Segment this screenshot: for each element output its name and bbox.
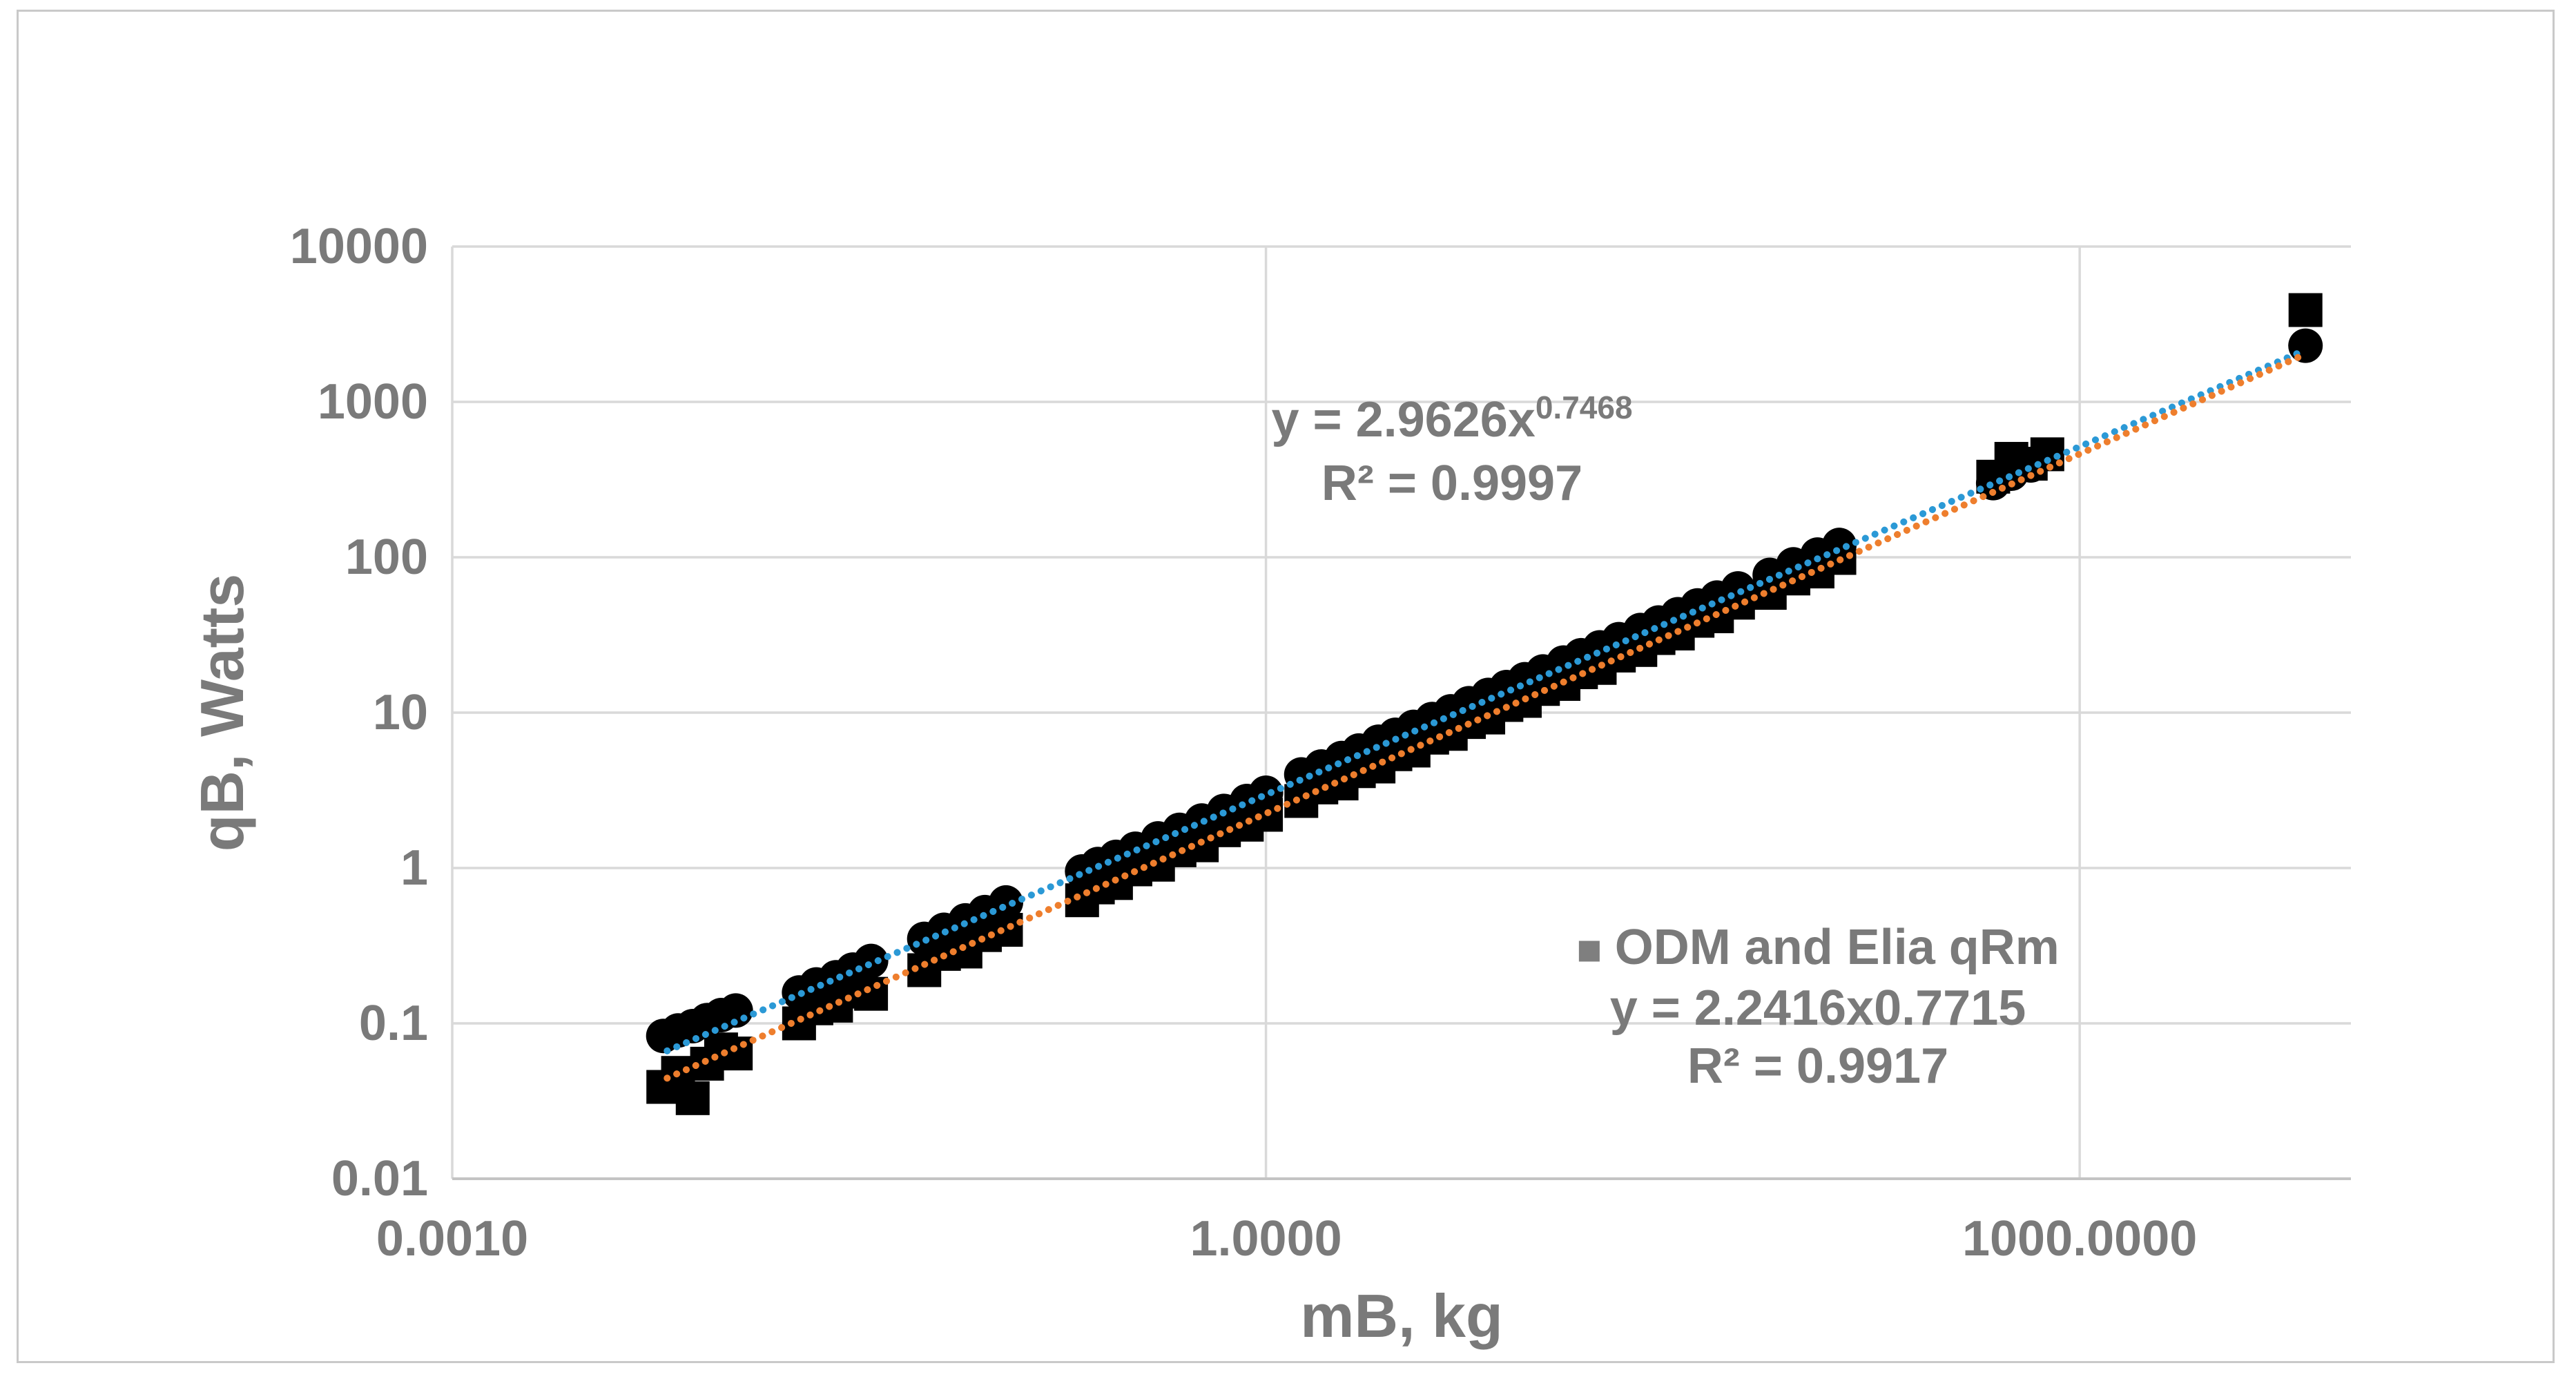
y-tick-label: 10000 [289, 219, 428, 274]
x-tick-label: 1.0000 [1190, 1211, 1342, 1266]
y-tick-label: 10 [372, 685, 428, 740]
scatter-point-circle [853, 943, 889, 978]
y-tick-label: 0.1 [358, 996, 428, 1051]
legend-entry[interactable]: ■ ODM and Elia qRm [1576, 918, 2060, 979]
gridlines [451, 245, 2351, 1180]
scatter-point-square [2288, 293, 2323, 327]
x-tick-label: 1000.0000 [1962, 1211, 2198, 1266]
scatter-point-square [675, 1081, 710, 1115]
trendline-equation-blue: y = 2.9626x0.7468 [1271, 389, 1633, 447]
y-axis-title: qB, Watts [188, 573, 256, 852]
chart-outer-border [17, 10, 2555, 1363]
data-point-markers [646, 293, 2323, 1115]
trendline-exponent-blue: 0.7468 [1535, 389, 1633, 425]
trendlines [664, 346, 2309, 1082]
legend-square-icon: ■ [1576, 926, 1602, 974]
trendline-label-blue: y = 2.9626x0.7468 R² = 0.9997 [1271, 389, 1633, 512]
scatter-point-circle [988, 885, 1023, 920]
x-tick-label: 0.0010 [376, 1211, 529, 1266]
trendline-r2-orange: R² = 0.9917 [1687, 1039, 1949, 1094]
scatter-point-circle [2288, 328, 2323, 363]
trendline-equation-orange: y = 2.2416x0.7715 [1609, 981, 2026, 1036]
scatter-point-square [989, 913, 1023, 947]
legend-series-label: ODM and Elia qRm [1614, 920, 2060, 975]
x-axis-title: mB, kg [1300, 1282, 1503, 1350]
y-tick-label: 0.01 [331, 1151, 428, 1206]
trendline-dotted [664, 350, 2309, 1082]
y-tick-label: 100 [345, 530, 428, 585]
y-tick-label: 1 [400, 840, 428, 896]
trendline-r2-blue: R² = 0.9997 [1321, 456, 1583, 511]
legend-and-trendline-label-orange: ■ ODM and Elia qRm y = 2.2416x0.7715 R² =… [1576, 918, 2060, 1095]
y-tick-label: 1000 [317, 374, 428, 430]
